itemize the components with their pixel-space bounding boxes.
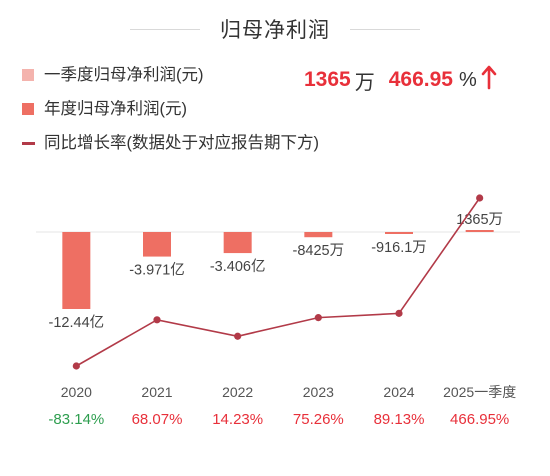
growth-rate-label: 68.07% (132, 411, 183, 428)
bar-value-label: -916.1万 (371, 240, 427, 256)
bar-2020 (62, 232, 91, 309)
chart-title: 归母净利润 (220, 19, 330, 42)
growth-line (75, 197, 481, 367)
legend-item-annual[interactable]: 年度归母净利润(元) (22, 94, 319, 128)
growth-rate-label: -83.14% (48, 411, 104, 428)
kpi-unit: 万 (354, 71, 375, 94)
x-tick-label: 2020 (61, 384, 92, 400)
kpi-growth-symbol: % (458, 68, 477, 91)
kpi-value: 1365 (304, 68, 351, 91)
x-tick-label: 2023 (303, 384, 334, 400)
x-tick-label: 2025一季度 (443, 384, 516, 400)
growth-point-2021 (153, 316, 161, 324)
kpi-summary: 1365 万 466.95% (304, 64, 497, 94)
legend-item-quarterly[interactable]: 一季度归母净利润(元) (22, 60, 319, 94)
x-tick-label: 2022 (222, 384, 253, 400)
legend-item-growth[interactable]: 同比增长率(数据处于对应报告期下方) (22, 128, 319, 162)
x-tick-label: 2021 (141, 384, 172, 400)
chart-legend: 一季度归母净利润(元) 年度归母净利润(元) 同比增长率(数据处于对应报告期下方… (22, 60, 319, 162)
bar-2024 (385, 232, 413, 234)
growth-rate-label: 466.95% (450, 411, 509, 428)
bar-2022 (223, 232, 252, 254)
chart-title-row: 归母净利润 (0, 0, 550, 58)
legend-label-growth: 同比增长率(数据处于对应报告期下方) (44, 134, 319, 152)
bar-value-label: -12.44亿 (49, 314, 105, 331)
growth-rate-label: 14.23% (212, 411, 263, 428)
legend-label-quarterly: 一季度归母净利润(元) (44, 66, 204, 84)
title-divider-right (350, 29, 420, 30)
growth-point-2024 (395, 309, 403, 317)
bar-2023 (304, 232, 333, 238)
bar-value-label: 1365万 (456, 212, 503, 228)
legend-line-growth (22, 142, 35, 145)
growth-rate-label: 89.13% (374, 411, 425, 428)
kpi-growth-value: 466.95 (388, 68, 453, 91)
legend-swatch-quarterly (22, 69, 34, 81)
bar-2025一季度 (465, 230, 494, 232)
bar-value-label: -3.406亿 (210, 258, 266, 275)
growth-point-2022 (234, 332, 242, 340)
growth-point-2025一季度 (476, 194, 484, 202)
growth-rate-label: 75.26% (293, 411, 344, 428)
bar-value-label: -3.971亿 (129, 262, 185, 279)
arrow-up-icon (481, 64, 497, 96)
legend-swatch-annual (22, 103, 34, 115)
growth-point-2020 (72, 362, 80, 370)
bar-value-label: -8425万 (293, 243, 345, 259)
legend-label-annual: 年度归母净利润(元) (44, 100, 187, 118)
bar-2021 (143, 232, 171, 257)
title-divider-left (130, 29, 200, 30)
x-tick-label: 2024 (383, 384, 414, 400)
growth-point-2023 (314, 314, 322, 322)
